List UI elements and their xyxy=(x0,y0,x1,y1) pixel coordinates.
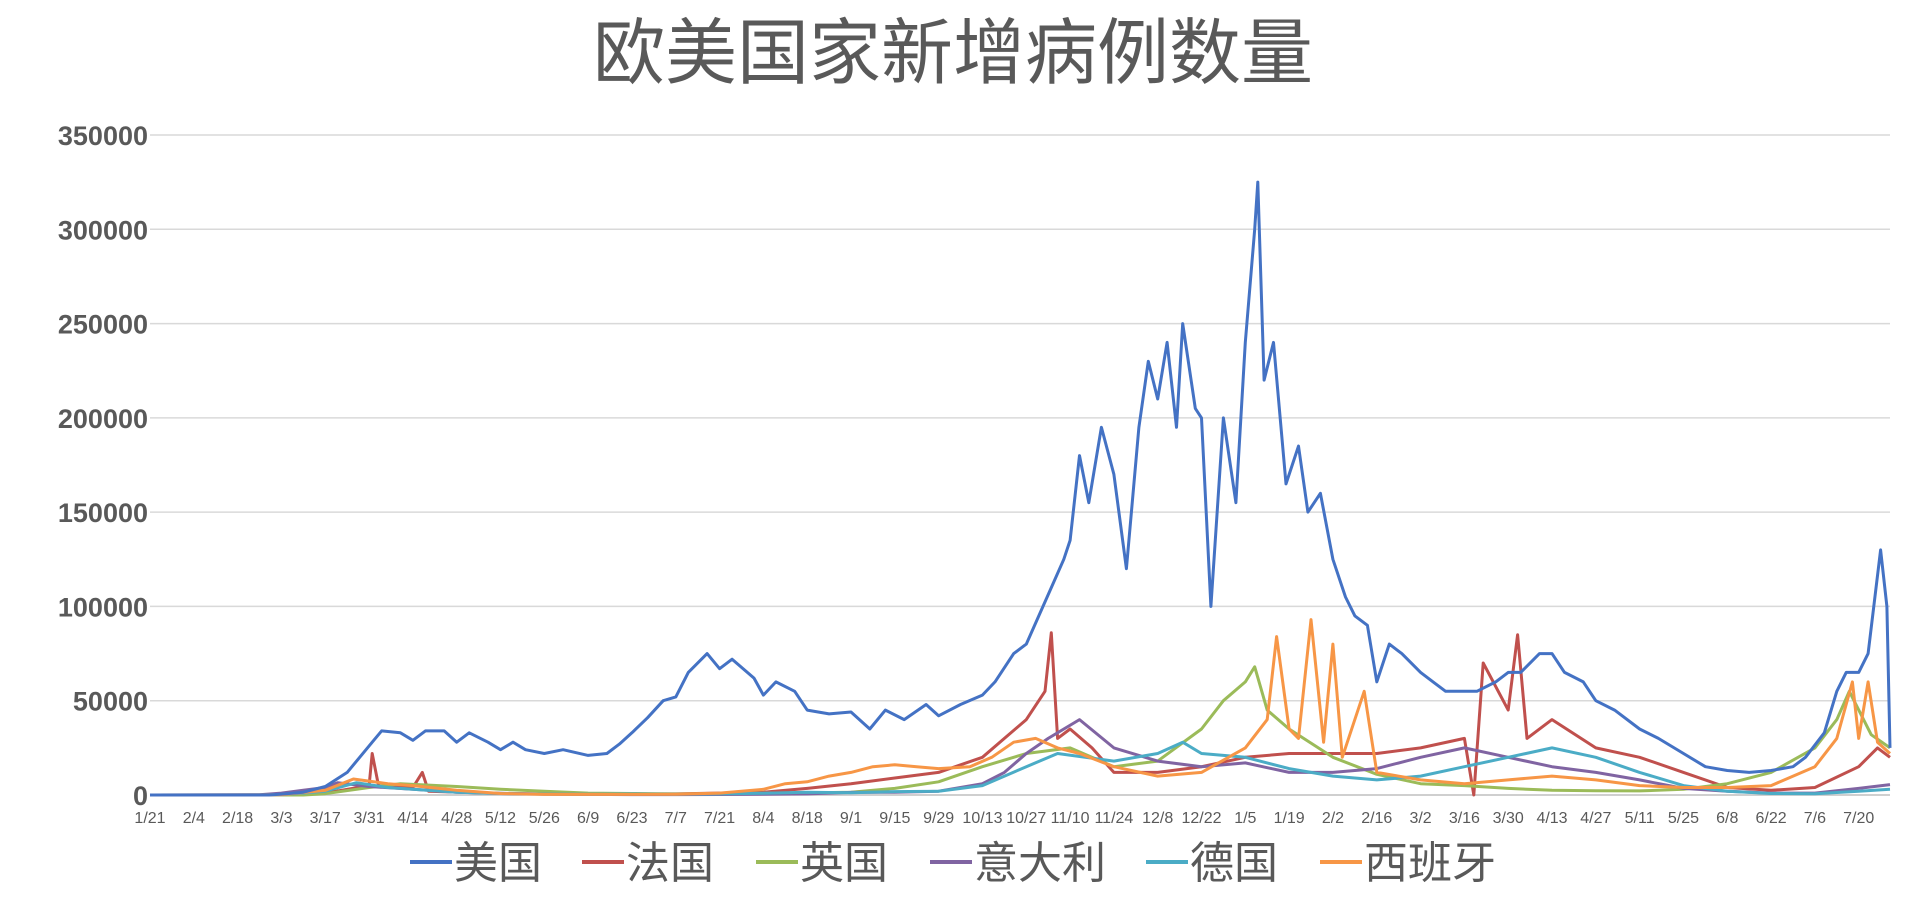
x-tick-label: 4/14 xyxy=(397,810,428,827)
x-tick-label: 3/3 xyxy=(270,810,292,827)
x-tick-label: 12/22 xyxy=(1181,810,1221,827)
y-axis: 0 50000 100000 150000 200000 250000 300000 3500… xyxy=(58,121,148,811)
x-tick-label: 3/16 xyxy=(1449,810,1480,827)
x-tick-label: 3/31 xyxy=(353,810,384,827)
x-tick-label: 9/1 xyxy=(840,810,862,827)
x-tick-label: 9/15 xyxy=(879,810,910,827)
x-axis: 1/21 2/4 2/18 3/3 3/17 3/31 4/14 4/28 5/12 5/26 6/… xyxy=(134,810,1874,827)
x-tick-label: 8/18 xyxy=(792,810,823,827)
x-tick-label: 6/9 xyxy=(577,810,599,827)
x-tick-label: 5/12 xyxy=(485,810,516,827)
x-tick-label: 1/21 xyxy=(134,810,165,827)
x-tick-label: 1/19 xyxy=(1274,810,1305,827)
x-tick-label: 6/22 xyxy=(1756,810,1787,827)
legend-label: 英国 xyxy=(800,838,888,889)
y-tick-label: 100000 xyxy=(58,592,148,622)
legend: 美国 法国 英国 意大利 德国 西班牙 xyxy=(410,838,1496,889)
x-tick-label: 2/2 xyxy=(1322,810,1344,827)
x-tick-label: 5/25 xyxy=(1668,810,1699,827)
x-tick-label: 7/7 xyxy=(665,810,687,827)
x-tick-label: 8/4 xyxy=(752,810,774,827)
legend-label: 德国 xyxy=(1190,838,1278,889)
legend-label: 美国 xyxy=(454,838,542,889)
x-tick-label: 5/11 xyxy=(1625,810,1655,827)
x-tick-label: 6/8 xyxy=(1716,810,1738,827)
legend-label: 西班牙 xyxy=(1364,838,1496,889)
series-lines xyxy=(149,180,1892,797)
x-tick-label: 11/10 xyxy=(1051,810,1090,827)
x-tick-label: 7/21 xyxy=(704,810,735,827)
chart-title: 欧美国家新增病例数量 xyxy=(593,11,1313,95)
y-tick-label: 200000 xyxy=(58,404,148,434)
x-tick-label: 3/17 xyxy=(310,810,341,827)
y-tick-label: 150000 xyxy=(58,498,148,528)
x-tick-label: 12/8 xyxy=(1142,810,1173,827)
x-tick-label: 2/18 xyxy=(222,810,253,827)
x-tick-label: 1/5 xyxy=(1234,810,1256,827)
x-tick-label: 10/27 xyxy=(1006,810,1046,827)
y-tick-label: 350000 xyxy=(58,121,148,151)
y-tick-label: 300000 xyxy=(58,215,148,245)
series-line-3 xyxy=(150,665,1891,797)
x-tick-label: 9/29 xyxy=(923,810,954,827)
series-line-2 xyxy=(150,631,1891,797)
x-tick-label: 6/23 xyxy=(616,810,647,827)
x-tick-label: 4/13 xyxy=(1536,810,1567,827)
y-tick-label: 0 xyxy=(133,781,148,811)
legend-label: 法国 xyxy=(626,838,714,889)
x-tick-label: 7/6 xyxy=(1804,810,1826,827)
y-tick-label: 250000 xyxy=(58,310,148,340)
series-line-6 xyxy=(149,618,1892,797)
gridlines xyxy=(150,134,1890,796)
x-tick-label: 11/24 xyxy=(1094,810,1133,827)
series-line-1 xyxy=(150,180,1892,797)
y-tick-label: 50000 xyxy=(73,687,148,717)
x-tick-label: 7/20 xyxy=(1843,810,1874,827)
x-tick-label: 5/26 xyxy=(529,810,560,827)
x-tick-label: 2/16 xyxy=(1361,810,1392,827)
x-tick-label: 4/27 xyxy=(1580,810,1611,827)
legend-label: 意大利 xyxy=(974,838,1106,889)
x-tick-label: 4/28 xyxy=(441,810,472,827)
x-tick-label: 10/13 xyxy=(962,810,1002,827)
x-tick-label: 3/2 xyxy=(1409,810,1431,827)
x-tick-label: 2/4 xyxy=(183,810,205,827)
x-tick-label: 3/30 xyxy=(1493,810,1524,827)
